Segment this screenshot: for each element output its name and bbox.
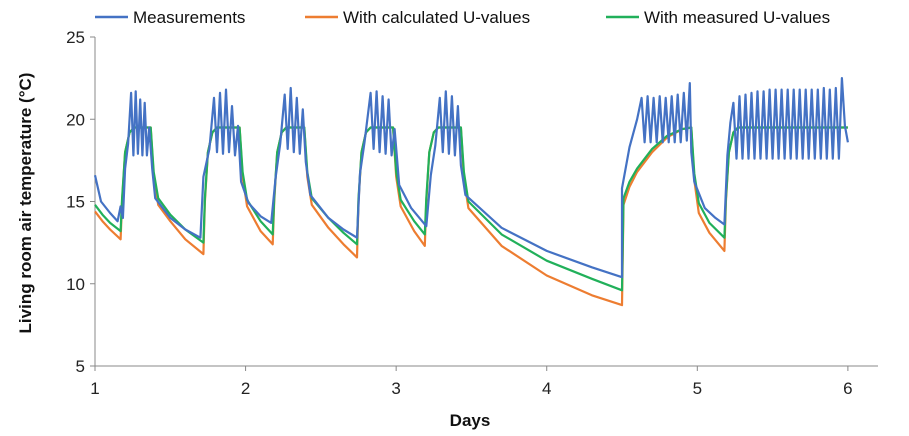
legend-label-measurements: Measurements: [133, 8, 245, 27]
x-tick-label: 6: [843, 379, 852, 398]
y-tick-labels: 5 10 15 20 25: [66, 28, 95, 376]
series-line-measurements: [93, 76, 849, 279]
x-tick-label: 1: [90, 379, 99, 398]
x-tick-label: 5: [693, 379, 702, 398]
y-axis-title: Living room air temperature (°C): [16, 73, 35, 334]
y-tick-label: 25: [66, 28, 85, 47]
legend-label-calculated: With calculated U-values: [343, 8, 530, 27]
y-tick-label: 20: [66, 110, 85, 129]
x-axis-title: Days: [450, 411, 491, 430]
axes: [94, 37, 878, 367]
x-tick-label: 3: [391, 379, 400, 398]
legend: Measurements With calculated U-values Wi…: [95, 8, 830, 27]
y-tick-label: 15: [66, 193, 85, 212]
y-tick-label: 5: [76, 357, 85, 376]
x-tick-label: 2: [241, 379, 250, 398]
x-tick-label: 4: [542, 379, 551, 398]
x-tick-labels: 1 2 3 4 5 6: [90, 366, 853, 398]
series-layer: [93, 76, 849, 307]
y-tick-label: 10: [66, 275, 85, 294]
legend-label-measured: With measured U-values: [644, 8, 830, 27]
